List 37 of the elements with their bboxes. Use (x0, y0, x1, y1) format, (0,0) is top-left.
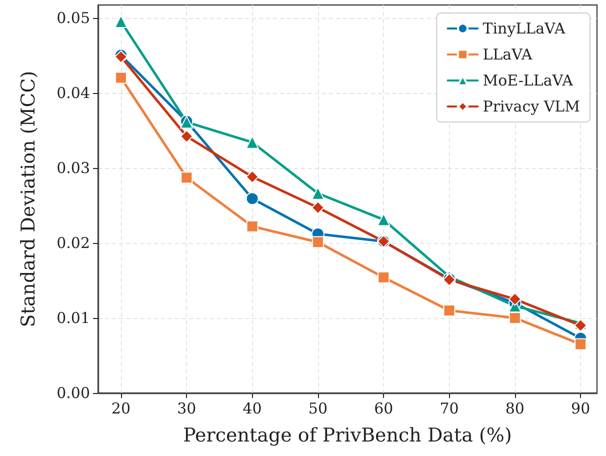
x-tick-label: 40 (242, 400, 262, 418)
y-tick-label: 0.02 (56, 234, 90, 252)
x-tick-label: 50 (308, 400, 328, 418)
point (180, 172, 193, 184)
legend-label: MoE-LLaVA (482, 72, 574, 90)
point (508, 292, 522, 306)
point (311, 186, 324, 200)
x-tick-label: 70 (440, 400, 459, 418)
x-tick-label: 20 (111, 400, 131, 418)
x-tick-label: 60 (374, 400, 394, 418)
point (311, 201, 324, 214)
legend-label: TinyLLaVA (482, 20, 566, 38)
x-tick-label: 30 (177, 400, 196, 418)
x-tick-label: 90 (571, 400, 590, 418)
legend-label: LLaVA (482, 46, 532, 64)
point (312, 236, 324, 248)
x-axis-title: Percentage of PrivBench Data (%) (183, 424, 512, 446)
point (246, 192, 259, 206)
y-tick-label: 0.05 (56, 8, 90, 27)
point (443, 304, 456, 316)
y-tick-label: 0.01 (56, 308, 90, 327)
point (246, 220, 258, 232)
y-axis-title: Standard Deviation (MCC) (18, 70, 40, 328)
point (246, 136, 259, 149)
point (378, 271, 390, 284)
y-tick-label: 0.04 (56, 84, 90, 102)
point (114, 72, 127, 84)
y-tick-label: 0.00 (56, 384, 90, 402)
y-tick-label: 0.03 (56, 158, 90, 177)
point (574, 338, 587, 350)
point (508, 312, 521, 324)
point (114, 15, 128, 28)
point (246, 170, 259, 184)
legend-label: Privacy VLM (482, 98, 580, 116)
point (180, 130, 194, 143)
x-tick-label: 80 (505, 400, 524, 418)
point (377, 213, 390, 226)
